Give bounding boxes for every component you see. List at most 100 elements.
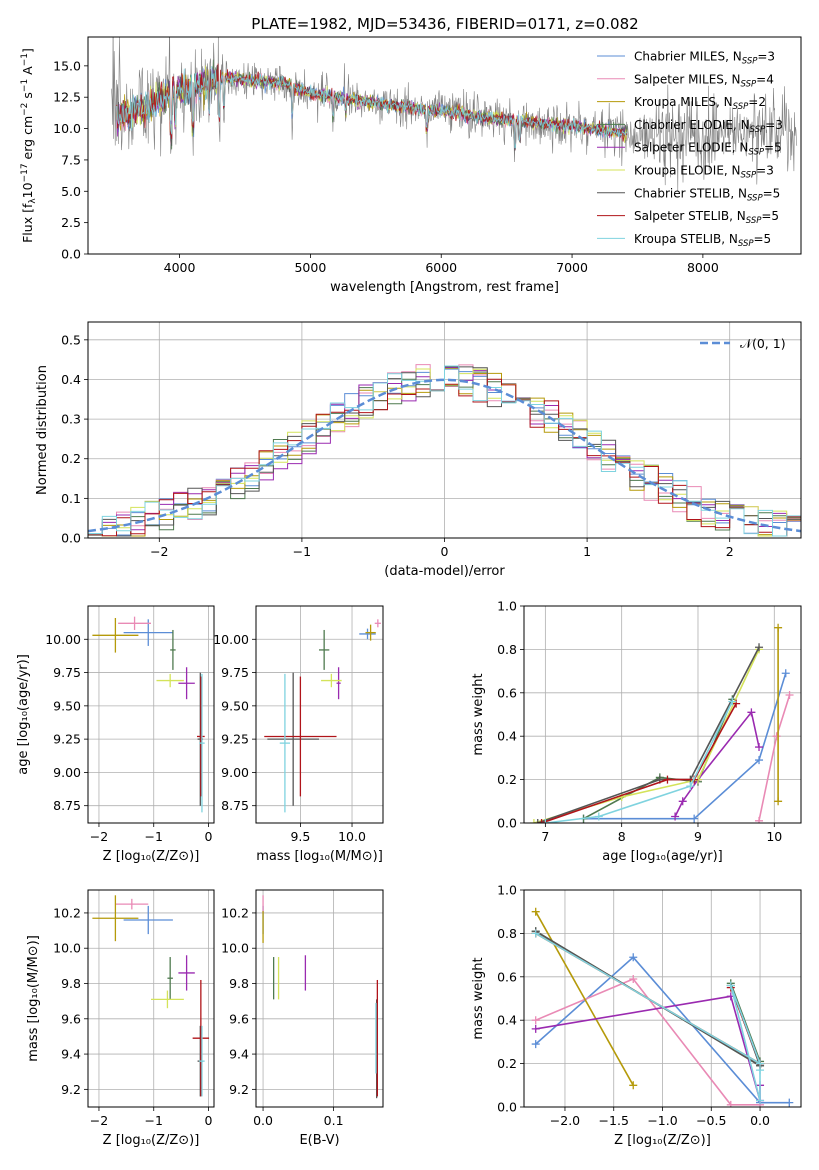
y-axis-label: mass weight	[471, 673, 486, 755]
model-spectrum-line	[116, 65, 627, 149]
errorbar-point	[197, 676, 205, 797]
axes-frame	[87, 321, 802, 539]
y-tick-label: 8.75	[221, 798, 249, 813]
errorbar-point	[192, 979, 210, 1097]
x-tick-label: 10	[766, 829, 782, 844]
y-axis-label: Flux [fλ10−17 erg cm−2 s−1 A−1]	[20, 48, 38, 243]
legend-label: Kroupa MILES, NSSP=2	[634, 95, 766, 112]
errorbar-plot-area	[262, 895, 379, 1099]
x-tick-label: 8	[618, 829, 626, 844]
y-tick-label: 0.4	[497, 1013, 517, 1028]
errorbar-point	[178, 955, 195, 991]
panel-weight-vs-age: 7 8 9 10 0.0 0.2 0.4 0.6 0.8 1.0 age [log₁₀(age/yr…	[471, 599, 802, 864]
axes-frame	[255, 889, 384, 1108]
legend-label: 𝒩(0, 1)	[740, 336, 786, 351]
residual-histogram	[88, 365, 801, 538]
weight-point-marker	[755, 643, 764, 652]
y-tick-label: 2.5	[61, 215, 81, 230]
y-tick-label: 1.0	[497, 883, 517, 898]
x-tick-label: 9	[694, 829, 702, 844]
y-tick-label: 0.0	[61, 531, 81, 546]
y-tick-label: 0.0	[61, 247, 81, 262]
y-tick-label: 15.0	[53, 58, 81, 73]
x-axis-label: Z [log₁₀(Z/Z⊙)]	[103, 1133, 200, 1148]
legend-label: Kroupa ELODIE, NSSP=3	[634, 164, 774, 181]
errorbar-point	[167, 957, 173, 1000]
y-tick-label: 0.2	[497, 1056, 517, 1071]
weight-point-marker	[594, 812, 603, 821]
weight-point-marker	[726, 1100, 735, 1107]
weight-point-marker	[531, 1016, 540, 1025]
x-tick-label: 7	[541, 829, 549, 844]
y-tick-label: 9.2	[61, 1082, 81, 1097]
axes-frame	[523, 605, 802, 824]
y-tick-label: 10.2	[221, 905, 249, 920]
weight-point-marker	[774, 797, 783, 806]
y-tick-label: 10.00	[213, 632, 249, 647]
weight-point-marker	[728, 697, 737, 706]
y-tick-label: 10.0	[53, 121, 81, 136]
axes-frame	[87, 36, 802, 255]
legend-label: Chabrier STELIB, NSSP=5	[634, 186, 780, 203]
weight-point-marker	[774, 623, 783, 632]
x-tick-label: −1.5	[599, 1113, 629, 1128]
weight-point-marker	[663, 775, 672, 784]
y-tick-label: 0.2	[61, 451, 81, 466]
y-tick-label: 0.0	[497, 816, 517, 831]
y-tick-label: 8.75	[53, 798, 81, 813]
y-axis-label: mass weight	[471, 957, 486, 1039]
x-tick-label: 8000	[687, 260, 719, 275]
weight-series-line	[535, 932, 762, 1101]
errorbar-point	[151, 990, 184, 1009]
y-tick-label: 9.25	[221, 732, 249, 747]
x-tick-label: 2	[726, 544, 734, 559]
weight-point-marker	[755, 816, 764, 823]
x-axis-label: mass [log₁₀(M/M⊙)]	[256, 849, 383, 864]
y-tick-label: 0.4	[497, 729, 517, 744]
y-tick-label: 9.6	[61, 1011, 81, 1026]
y-tick-label: 0.8	[497, 926, 517, 941]
x-axis-label: (data-model)/error	[384, 564, 505, 579]
weight-series-line	[583, 673, 787, 820]
y-tick-label: 1.0	[497, 599, 517, 614]
x-tick-label: −1.0	[647, 1113, 677, 1128]
weight-point-marker	[772, 732, 781, 741]
x-tick-label: 0.0	[750, 1113, 770, 1128]
y-tick-label: 0.0	[497, 1100, 517, 1115]
y-tick-label: 12.5	[53, 90, 81, 105]
legend-label: Kroupa STELIB, NSSP=5	[634, 232, 771, 249]
histogram-plot-area	[88, 364, 801, 538]
y-tick-label: 9.50	[221, 698, 249, 713]
y-axis-label: age [log₁₀(age/yr)]	[16, 654, 31, 775]
x-tick-label: −0.5	[696, 1113, 726, 1128]
weight-point-marker	[533, 819, 542, 823]
errorbar-plot-area	[92, 895, 210, 1097]
x-axis-label: age [log₁₀(age/yr)]	[602, 849, 723, 864]
panel-residuals: −2 −1 0 1 2 0.0 0.1 0.2 0.3 0.4 0.5 (data-model)/er…	[35, 321, 802, 579]
y-tick-label: 9.2	[229, 1082, 249, 1097]
y-axis-label: mass [log₁₀(M/M⊙)]	[26, 935, 41, 1062]
x-axis-label: Z [log₁₀(Z/Z⊙)]	[614, 1133, 711, 1148]
y-tick-label: 0.8	[497, 642, 517, 657]
legend-label: Salpeter MILES, NSSP=4	[634, 72, 774, 89]
weight-plot-area	[531, 907, 794, 1107]
errorbar-plot-area	[92, 616, 205, 813]
gaussian-curve	[88, 378, 801, 533]
weight-series-line	[535, 995, 761, 1101]
errorbar-point	[321, 673, 342, 688]
y-tick-label: 9.6	[229, 1011, 249, 1026]
y-tick-label: 0.4	[61, 372, 81, 387]
x-tick-label: 1	[583, 544, 591, 559]
errorbar-point	[92, 895, 139, 942]
weight-point-marker	[531, 907, 540, 916]
spectrum-plot-area	[111, 37, 798, 192]
x-axis-label: Z [log₁₀(Z/Z⊙)]	[103, 849, 200, 864]
errorbar-point	[318, 629, 330, 670]
errorbar-point	[267, 672, 319, 806]
weight-series-line	[537, 646, 760, 823]
axes-frame	[523, 889, 802, 1108]
y-tick-label: 0.2	[497, 772, 517, 787]
x-tick-label: 4000	[164, 260, 196, 275]
legend-label: Chabrier ELODIE, NSSP=3	[634, 118, 783, 135]
errorbar-point	[178, 667, 195, 700]
